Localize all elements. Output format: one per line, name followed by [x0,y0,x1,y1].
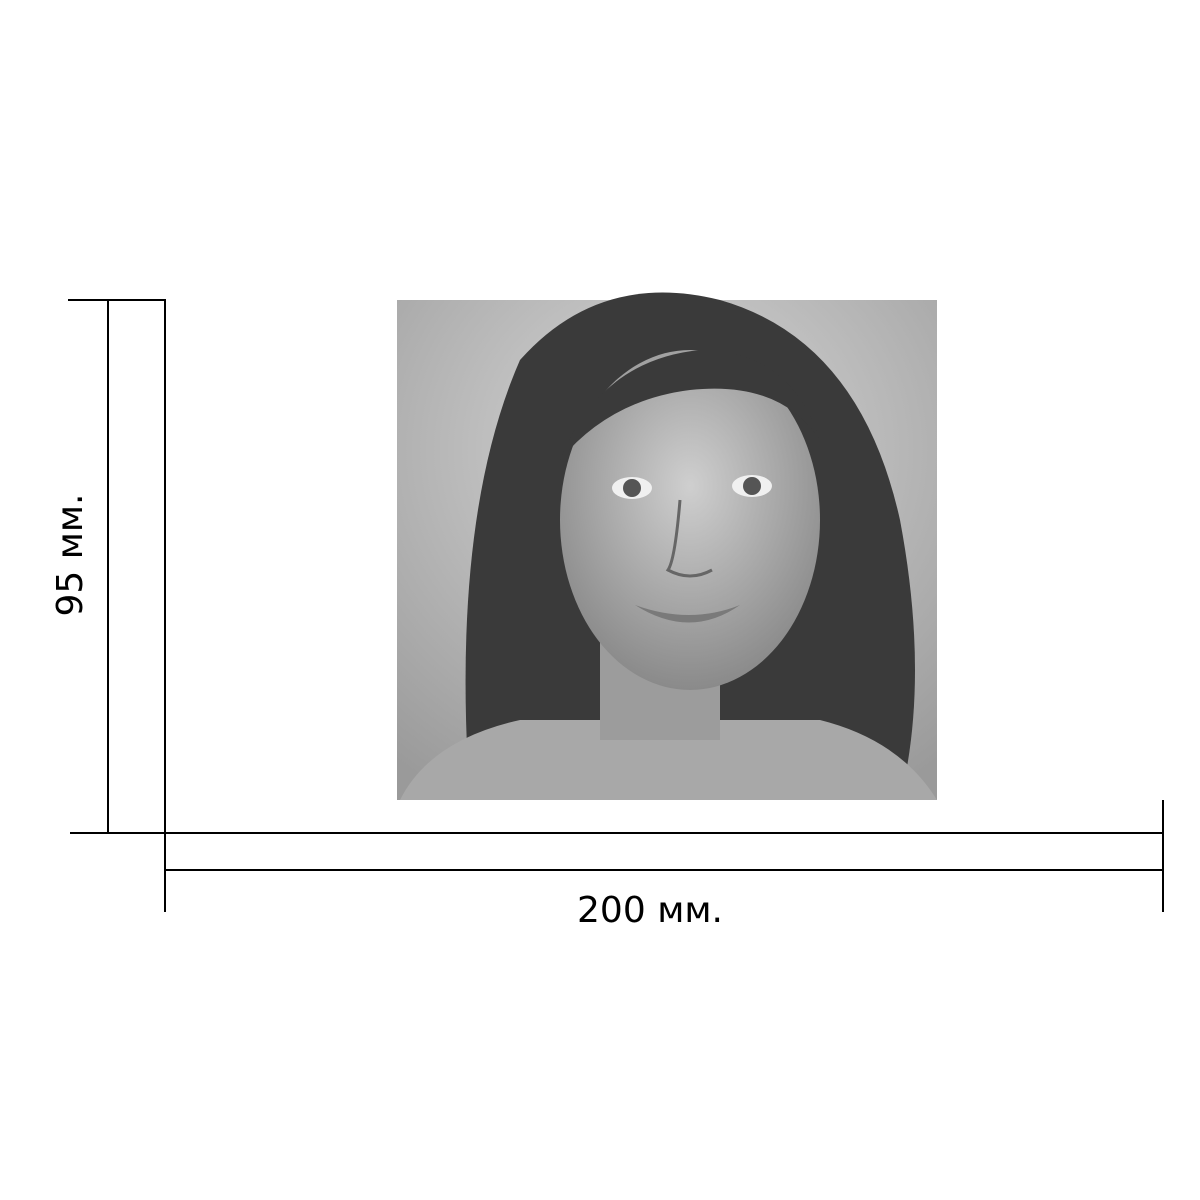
width-dimension: 200 мм. [164,800,1164,931]
photo [397,292,937,800]
height-dimension: 95 мм. [50,299,166,834]
width-label: 200 мм. [577,890,723,931]
height-label: 95 мм. [50,493,91,616]
